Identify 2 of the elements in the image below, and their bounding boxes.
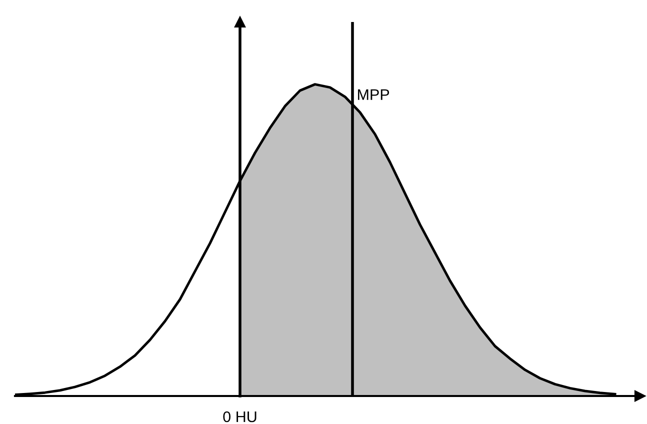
text: 0 HU [223, 411, 256, 422]
annotation: MPP [358, 89, 390, 100]
